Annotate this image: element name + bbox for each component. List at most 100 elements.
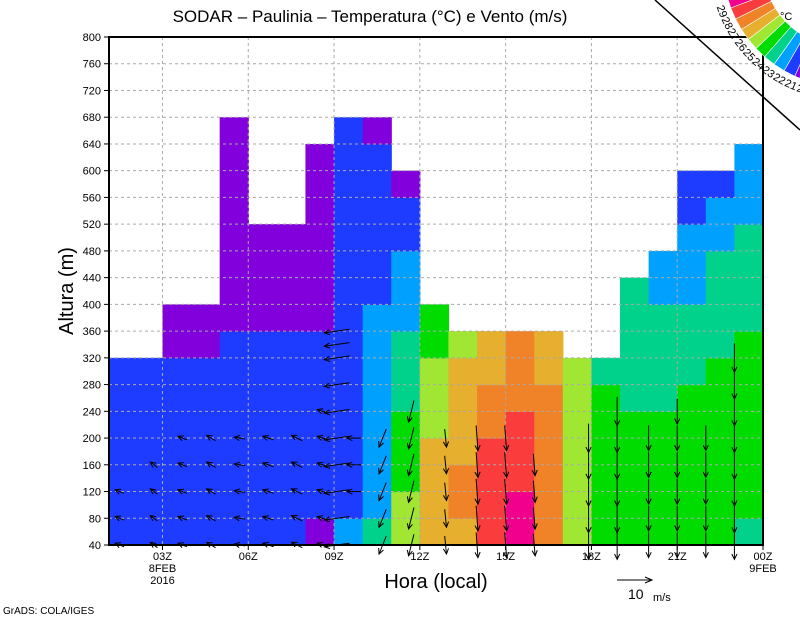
wind-arrow-shaft xyxy=(324,435,350,441)
temperature-cell xyxy=(219,143,249,172)
wind-arrow-head xyxy=(176,435,185,442)
temperature-cell xyxy=(391,277,421,305)
wind-arrow-head xyxy=(345,434,353,442)
temperature-cell xyxy=(162,331,192,359)
wind-arrow-head xyxy=(531,469,538,477)
wind-arrow xyxy=(176,515,188,522)
temperature-cell xyxy=(248,250,278,279)
temperature-cell xyxy=(305,170,335,199)
temperature-cell xyxy=(276,331,307,359)
wind-arrow-head xyxy=(531,550,538,557)
wind-arrow xyxy=(674,425,681,452)
reference-speed: 10 xyxy=(628,586,644,602)
temperature-cell xyxy=(734,438,764,466)
temperature-cell xyxy=(305,357,335,386)
temperature-cell xyxy=(734,304,764,332)
wind-arrow xyxy=(585,503,592,534)
wind-arrow-shaft xyxy=(177,435,188,441)
temperature-cell xyxy=(419,384,450,412)
temperature-cell xyxy=(133,491,164,519)
wind-arrow-head xyxy=(345,488,353,495)
colorbar-label: 22 xyxy=(771,71,788,88)
temperature-cell xyxy=(677,357,707,386)
temperature-cell xyxy=(219,411,249,439)
x-tick-label: 09Z xyxy=(325,551,344,563)
temperature-cell xyxy=(276,464,307,493)
temperature-cell xyxy=(648,277,678,305)
temperature-cell xyxy=(477,464,507,493)
wind-arrow-head xyxy=(674,525,681,533)
temperature-cell xyxy=(391,224,421,252)
temperature-cell xyxy=(734,224,764,252)
temperature-cell xyxy=(334,411,364,439)
wind-arrow xyxy=(702,478,709,506)
temperature-cell xyxy=(248,491,278,519)
temperature-cell xyxy=(334,491,364,519)
wind-arrow-shaft xyxy=(262,435,274,441)
temperature-cell xyxy=(734,143,764,172)
wind-arrow xyxy=(614,423,621,454)
temperature-cell xyxy=(334,250,364,279)
temperature-cell xyxy=(705,411,736,439)
wind-arrow-shaft xyxy=(291,434,303,442)
reference-arrow-head xyxy=(644,576,654,584)
temperature-cell xyxy=(677,277,707,305)
temperature-cell xyxy=(334,143,364,172)
wind-arrow xyxy=(614,396,621,427)
temperature-cell xyxy=(276,491,307,519)
wind-arrow-head xyxy=(442,441,450,449)
temperature-cell xyxy=(648,518,678,546)
wind-arrow-shaft xyxy=(177,489,188,494)
wind-arrow-shaft xyxy=(532,507,536,530)
wind-arrow-shaft xyxy=(504,425,508,451)
temperature-cell xyxy=(705,384,736,412)
reference-unit: m/s xyxy=(653,592,671,604)
temperature-cell xyxy=(334,357,364,386)
wind-arrow-shaft xyxy=(378,509,387,528)
wind-arrow xyxy=(531,453,538,477)
wind-arrow-shaft xyxy=(206,461,216,468)
wind-arrow xyxy=(149,461,158,468)
temperature-cell xyxy=(677,518,707,546)
temperature-cell xyxy=(248,464,278,493)
temperature-cell xyxy=(191,491,221,519)
temperature-cell xyxy=(276,438,307,466)
temperature-cell xyxy=(362,411,392,439)
temperature-cell xyxy=(162,491,192,519)
temperature-cell xyxy=(391,464,421,493)
wind-arrow-head xyxy=(645,498,652,506)
wind-arrow xyxy=(645,505,652,533)
wind-arrow-head xyxy=(316,434,324,441)
temperature-cell xyxy=(419,357,450,386)
wind-arrow xyxy=(233,515,246,522)
wind-arrow-head xyxy=(585,473,592,481)
temperature-cell xyxy=(362,331,392,359)
temperature-cell xyxy=(562,357,593,386)
temperature-cell xyxy=(534,491,564,519)
temperature-cell xyxy=(219,491,249,519)
temperature-cell xyxy=(562,438,593,466)
y-tick-label: 440 xyxy=(83,273,101,285)
temperature-cell xyxy=(334,117,364,145)
temperature-cell xyxy=(591,464,621,493)
temperature-cell xyxy=(109,491,135,519)
wind-arrow-head xyxy=(323,436,331,443)
wind-arrow-shaft xyxy=(324,342,350,347)
temperature-cell xyxy=(362,197,392,225)
y-tick-label: 760 xyxy=(83,59,101,71)
wind-arrow-head xyxy=(731,500,738,508)
colorbar-label: 28 xyxy=(719,15,735,31)
temperature-cell xyxy=(162,411,192,439)
y-tick-label: 40 xyxy=(89,540,101,552)
wind-arrow-head xyxy=(503,471,510,479)
wind-arrow-head xyxy=(731,366,738,374)
temperature-cell xyxy=(334,331,364,359)
wind-arrow-head xyxy=(406,523,413,531)
wind-arrow-shaft xyxy=(114,515,125,521)
wind-arrow-head xyxy=(645,525,652,533)
wind-arrow xyxy=(149,514,158,522)
temperature-cell xyxy=(648,491,678,519)
